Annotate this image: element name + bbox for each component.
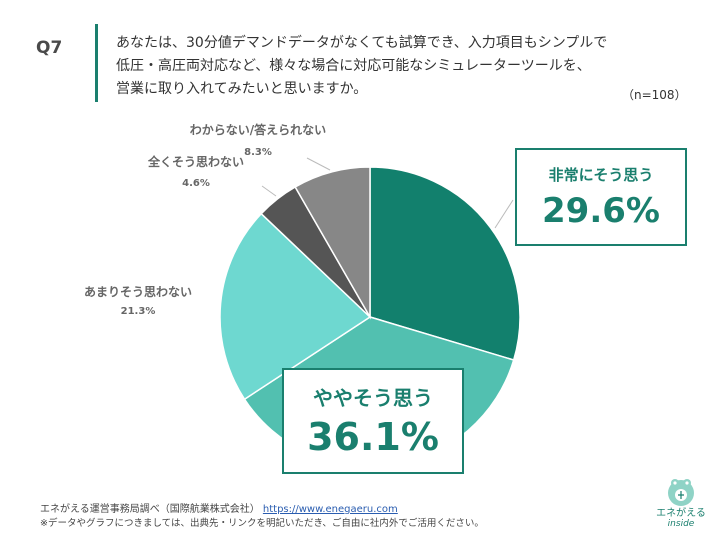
leader-line-5	[306, 157, 331, 171]
leader-line-4	[261, 185, 277, 197]
label-slice-3: あまりそう思わない	[84, 285, 192, 299]
value-slice-4: 4.6%	[182, 178, 210, 189]
frog-icon	[668, 479, 694, 506]
question-line-1: あなたは、30分値デマンドデータがなくても試算でき、入力項目もシンプルで	[116, 35, 608, 51]
brand-logo: エネがえる inside	[650, 474, 712, 534]
value-slice-5: 8.3%	[244, 147, 272, 158]
label-slice-4: 全くそう思わない	[147, 154, 244, 169]
label-slice-5: わからない/答えられない	[190, 122, 326, 137]
pie-slice-1	[369, 166, 521, 361]
label-slice-1: 非常にそう思う	[548, 166, 654, 184]
question-text: あなたは、30分値デマンドデータがなくても試算でき、入力項目もシンプルで 低圧・…	[116, 32, 696, 101]
value-slice-3: 21.3%	[121, 306, 156, 317]
question-number: Q7	[36, 38, 63, 58]
value-slice-2: 36.1%	[307, 415, 439, 459]
question-line-2: 低圧・高圧両対応など、様々な場合に対応可能なシミュレーターツールを、	[116, 58, 591, 74]
usage-note: ※データやグラフにつきましては、出典先・リンクを明記いただき、ご自由に社内外でご…	[40, 518, 484, 529]
source-credit: エネがえる運営事務局調べ（国際航業株式会社） https://www.enega…	[40, 500, 398, 515]
callout-slice-1: 非常にそう思う 29.6%	[515, 148, 687, 246]
pie-slice-3	[219, 212, 372, 401]
pie-slice-5	[294, 166, 371, 320]
callout-slice-2: ややそう思う 36.1%	[282, 368, 464, 474]
logo-sub: inside	[667, 519, 695, 529]
value-slice-1: 29.6%	[542, 191, 660, 231]
sample-size: （n=108）	[622, 88, 687, 102]
logo-text: エネがえる inside	[650, 508, 712, 530]
label-slice-2: ややそう思う	[313, 386, 433, 410]
source-link[interactable]: https://www.enegaeru.com	[262, 504, 398, 515]
question-divider	[95, 24, 98, 102]
logo-name: エネがえる	[656, 508, 706, 519]
leader-line-1	[494, 199, 514, 229]
source-text: エネがえる運営事務局調べ（国際航業株式会社）	[40, 504, 260, 515]
question-line-3: 営業に取り入れてみたいと思いますか。	[116, 81, 368, 97]
